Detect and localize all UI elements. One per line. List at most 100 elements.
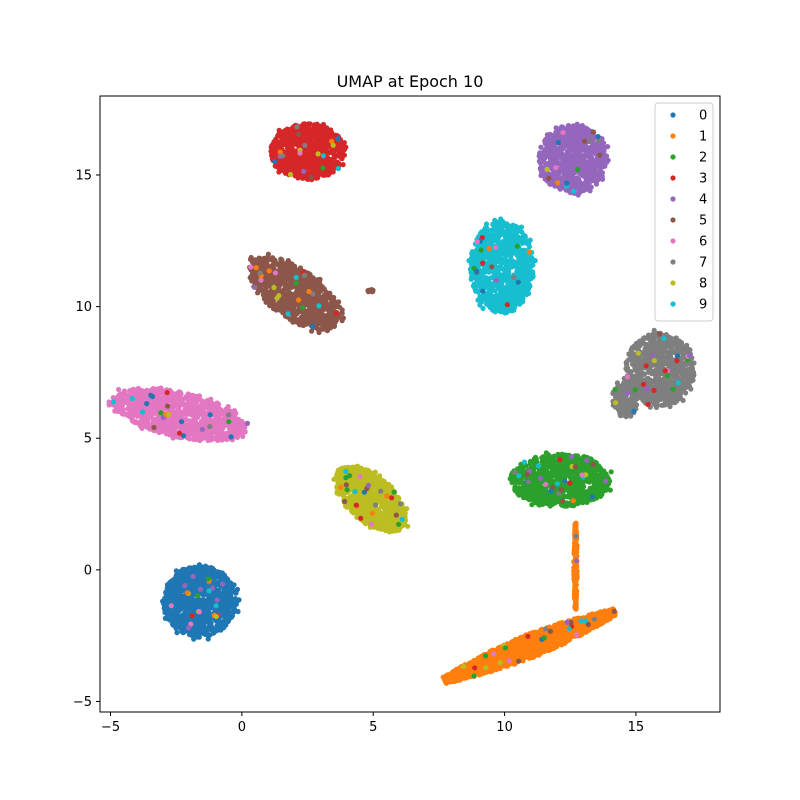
point-class-4 <box>538 144 544 150</box>
point-class-4 <box>565 125 572 131</box>
point-class-3 <box>329 156 335 162</box>
point-class-2 <box>532 454 539 460</box>
point-class-0 <box>165 616 171 622</box>
point-class-0 <box>209 592 215 599</box>
point-class-1 <box>477 668 483 674</box>
point-class-2 <box>595 473 601 479</box>
point-class-0 <box>174 630 180 636</box>
point-class-2 <box>608 469 614 475</box>
point-class-3 <box>307 133 313 139</box>
point-class-3 <box>277 165 283 171</box>
point-class-1 <box>557 620 563 626</box>
point-class-0 <box>193 628 199 634</box>
point-class-3 <box>271 140 277 146</box>
point-class-3 <box>287 135 293 141</box>
point-class-0 <box>181 621 187 627</box>
point-class-3 <box>339 153 345 159</box>
point-class-0 <box>180 566 186 573</box>
point-class-4 <box>557 186 563 192</box>
point-class-4 <box>580 173 586 179</box>
point-class-1 <box>444 677 450 684</box>
point-class-1 <box>573 529 579 535</box>
point-class-1 <box>507 649 513 655</box>
point-class-2 <box>579 488 586 494</box>
point-class-0 <box>200 579 206 585</box>
point-class-3 <box>307 121 313 127</box>
point-class-0 <box>198 569 204 575</box>
point-class-4 <box>565 142 572 148</box>
point-class-1 <box>573 580 579 586</box>
point-class-3 <box>317 141 323 147</box>
point-class-0 <box>205 597 211 603</box>
point-class-3 <box>326 164 332 170</box>
point-class-1 <box>578 632 584 638</box>
point-class-0 <box>215 591 221 597</box>
point-class-0 <box>219 622 225 628</box>
point-class-1 <box>523 650 530 656</box>
point-class-1 <box>560 637 566 643</box>
point-class-2 <box>530 494 536 500</box>
point-class-1 <box>509 643 516 649</box>
point-class-1 <box>579 623 585 629</box>
point-class-0 <box>233 589 239 595</box>
point-class-1 <box>539 642 546 648</box>
point-class-2 <box>536 486 542 492</box>
point-class-3 <box>308 170 314 176</box>
point-class-2 <box>592 480 598 487</box>
point-class-0 <box>226 597 232 603</box>
point-class-0 <box>195 564 201 570</box>
scatter-points <box>106 121 697 686</box>
point-class-1 <box>454 671 460 678</box>
point-class-3 <box>283 141 289 147</box>
point-class-3 <box>280 132 286 138</box>
point-class-1 <box>520 654 526 660</box>
point-class-0 <box>206 566 212 572</box>
point-class-3 <box>291 139 297 145</box>
point-class-4 <box>586 184 592 191</box>
point-class-0 <box>174 603 181 610</box>
point-class-1 <box>538 627 544 633</box>
point-class-3 <box>308 128 315 134</box>
point-class-0 <box>193 603 199 609</box>
point-class-3 <box>288 151 294 157</box>
point-class-2 <box>530 488 537 494</box>
point-class-1 <box>537 648 543 654</box>
point-class-0 <box>201 602 207 608</box>
point-class-1 <box>573 575 579 581</box>
point-class-2 <box>542 471 548 477</box>
point-class-2 <box>558 474 564 480</box>
point-class-4 <box>568 175 574 182</box>
point-class-0 <box>181 576 187 582</box>
point-class-3 <box>300 175 306 181</box>
point-class-3 <box>324 128 330 134</box>
point-class-3 <box>310 141 317 147</box>
point-class-0 <box>205 631 211 637</box>
point-class-3 <box>291 164 297 170</box>
point-class-1 <box>520 640 526 646</box>
point-class-0 <box>199 629 205 635</box>
point-class-0 <box>212 571 218 577</box>
point-class-3 <box>319 169 325 175</box>
point-class-2 <box>544 461 550 467</box>
point-class-3 <box>276 127 282 133</box>
point-class-4 <box>593 181 600 187</box>
point-class-0 <box>170 615 176 622</box>
point-class-2 <box>512 477 519 483</box>
point-class-2 <box>607 487 613 493</box>
point-class-1 <box>461 671 467 677</box>
point-class-0 <box>220 592 226 598</box>
point-class-1 <box>572 547 578 553</box>
point-class-2 <box>537 495 543 501</box>
point-class-0 <box>209 624 215 630</box>
point-class-2 <box>563 469 569 475</box>
point-class-3 <box>307 165 313 171</box>
point-class-2 <box>522 485 528 491</box>
point-class-2 <box>580 497 587 503</box>
point-class-4 <box>537 153 543 159</box>
point-class-3 <box>307 149 313 155</box>
point-class-2 <box>554 470 560 476</box>
point-class-0 <box>204 606 210 612</box>
point-class-0 <box>167 584 173 590</box>
point-class-1 <box>573 570 579 576</box>
point-class-1 <box>475 655 481 661</box>
